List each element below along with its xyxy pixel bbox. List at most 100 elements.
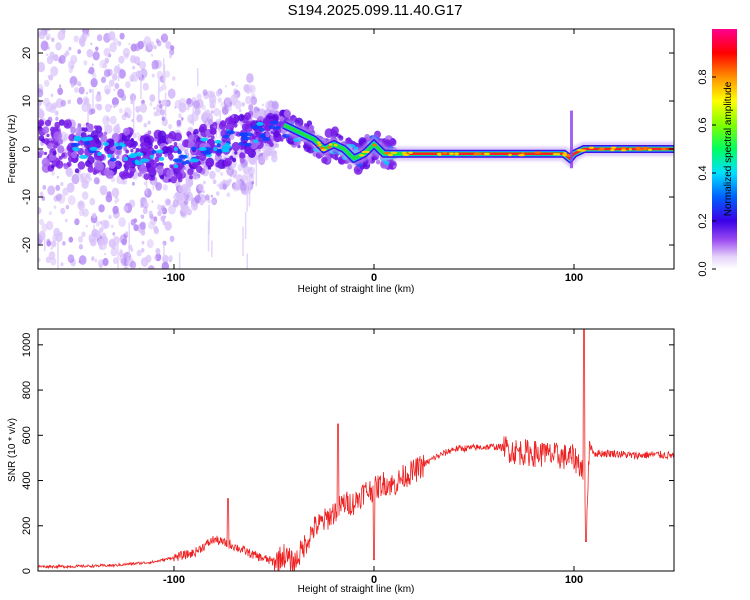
heatmap-cell (115, 145, 123, 150)
heatmap-cell (170, 176, 177, 184)
heatmap-cell (242, 226, 244, 257)
colorbar-axis: 0.0 0.2 0.4 0.6 0.8 (697, 69, 716, 277)
heatmap-cell (129, 266, 136, 269)
heatmap-cell (189, 175, 193, 180)
heatmap-cell (198, 147, 207, 151)
heatmap-cell (95, 46, 99, 51)
heatmap-cell (43, 151, 48, 156)
heatmap-cell (118, 69, 126, 79)
heatmap-cell (155, 38, 160, 44)
heatmap-cell (238, 114, 245, 122)
heatmap-cell (78, 86, 85, 95)
y-tick-label: 600 (21, 426, 33, 444)
heatmap-cell (116, 155, 120, 159)
heatmap-cell (145, 209, 148, 212)
heatmap-cell (145, 162, 152, 169)
x-tick-label: 0 (371, 574, 377, 586)
heatmap-cell (130, 149, 134, 153)
heatmap-cell (102, 115, 110, 126)
heatmap-cell (257, 107, 260, 112)
snr-x-axis: -100 0 100 (163, 329, 583, 586)
heatmap-cell (163, 64, 166, 84)
heatmap-cell (83, 60, 88, 66)
heatmap-cell (302, 144, 308, 149)
heatmap-cell (621, 147, 626, 150)
snr-frame (37, 328, 675, 572)
heatmap-cell (139, 221, 146, 230)
heatmap-cell (49, 51, 55, 58)
heatmap-cell (238, 141, 244, 146)
heatmap-cell (384, 151, 390, 155)
heatmap-cell (52, 102, 58, 110)
heatmap-cell (91, 256, 95, 261)
heatmap-cell (178, 252, 181, 269)
heatmap-cell (226, 104, 233, 112)
heatmap-cell (187, 168, 194, 176)
heatmap-cell (225, 117, 232, 125)
y-tick-label: 0 (21, 146, 33, 152)
heatmap-cell (93, 137, 100, 144)
heatmap-cell (186, 147, 189, 186)
snr-panel: -100 0 100 0 200 400 600 800 1000 Height of str… (7, 328, 675, 595)
heatmap-cell (150, 166, 156, 173)
heatmap-cell (61, 152, 66, 158)
heatmap-cell (190, 146, 197, 151)
heatmap-cell (51, 240, 57, 248)
heatmap-cell (66, 182, 75, 193)
heatmap-cell (105, 124, 113, 134)
heatmap-cell (188, 134, 195, 141)
heatmap-cell (225, 160, 231, 167)
heatmap-cell (151, 59, 159, 70)
heatmap-cell (220, 172, 224, 176)
heatmap-cell (88, 233, 96, 244)
heatmap-cell (661, 147, 667, 151)
heatmap-cell (161, 116, 166, 121)
heatmap-cell (122, 127, 131, 136)
heatmap-cell (174, 164, 179, 169)
heatmap-cell (172, 76, 176, 81)
y-tick-label: -20 (21, 237, 33, 253)
heatmap-cell (112, 257, 119, 265)
heatmap-cell (215, 90, 221, 97)
heatmap-cell (327, 146, 332, 149)
heatmap-cell (229, 134, 235, 140)
heatmap-cell (92, 212, 97, 219)
heatmap-cell (194, 108, 200, 115)
heatmap-cell (57, 240, 59, 269)
heatmap-cell (94, 258, 98, 263)
heatmap-cell (162, 146, 169, 154)
heatmap-cell (147, 265, 155, 269)
heatmap-cell (154, 144, 159, 150)
heatmap-cell (196, 136, 202, 143)
heatmap-cell (68, 67, 73, 74)
heatmap-cell (233, 174, 236, 178)
spectrogram-y-axis: -20 -10 0 10 20 (21, 47, 674, 253)
heatmap-cell (224, 142, 230, 147)
heatmap-cell (103, 84, 112, 95)
heatmap-cell (563, 152, 567, 155)
heatmap-cell (207, 160, 214, 167)
heatmap-cell (154, 156, 160, 163)
heatmap-cell (164, 70, 170, 78)
heatmap-cell (94, 160, 103, 170)
heatmap-cell (123, 266, 129, 269)
heatmap-cell (262, 151, 268, 158)
heatmap-cell (248, 104, 254, 111)
heatmap-cell (210, 194, 213, 198)
heatmap-cell (112, 37, 119, 46)
heatmap-cell (276, 144, 279, 148)
heatmap-cell (136, 114, 143, 123)
heatmap-cell (160, 33, 169, 43)
heatmap-cell (54, 56, 58, 62)
heatmap-cell (103, 220, 110, 229)
heatmap-cell (55, 184, 61, 191)
colorbar-tick-label: 0.2 (697, 213, 709, 228)
heatmap-cell (46, 238, 51, 244)
heatmap-cell (135, 105, 141, 113)
heatmap-cell (358, 154, 365, 157)
heatmap-cell (402, 153, 410, 156)
heatmap-cell (38, 230, 46, 241)
heatmap-cell (246, 73, 254, 84)
